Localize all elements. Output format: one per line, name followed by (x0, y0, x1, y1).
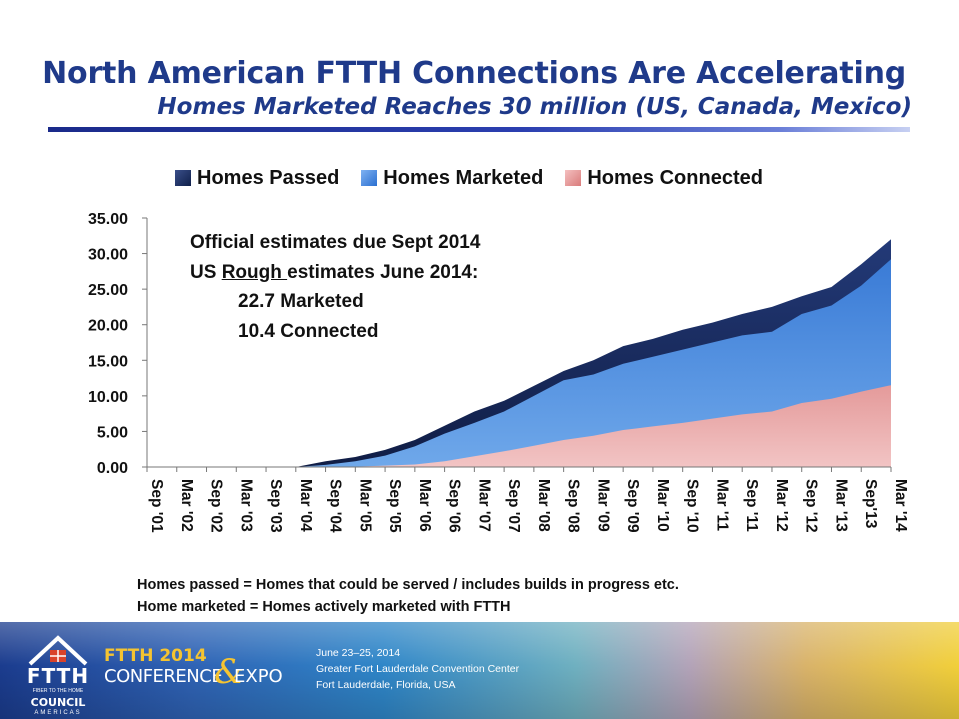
series-area-homes-marketed (147, 259, 891, 467)
x-tick-label: Mar '09 (594, 479, 611, 532)
legend-swatch-homes-passed (175, 170, 191, 186)
annotation-line-2-prefix: US (190, 262, 222, 283)
footnote-homes-marketed: Home marketed = Homes actively marketed … (137, 599, 511, 615)
x-tick-label: Sep '05 (386, 479, 403, 533)
annotation-connected: 10.4 Connected (238, 321, 379, 342)
x-tick-label: Sep '04 (327, 479, 344, 533)
x-tick-label: Sep '01 (148, 479, 165, 533)
logo-tagline: FIBER TO THE HOME (32, 688, 84, 694)
annotation-line-2-suffix: estimates June 2014: (287, 262, 479, 283)
logo-ftth-text: FTTH (26, 664, 90, 688)
event-date: June 23–25, 2014 (316, 647, 401, 659)
legend-item-homes-marketed: Homes Marketed (361, 165, 543, 191)
footnote-homes-passed: Homes passed = Homes that could be serve… (137, 577, 679, 593)
legend-item-homes-passed: Homes Passed (175, 165, 339, 191)
legend-label-homes-passed: Homes Passed (197, 166, 340, 189)
x-tick-label: Mar '08 (535, 479, 552, 532)
logo-region-text: AMERICAS (34, 710, 82, 716)
slide-subtitle: Homes Marketed Reaches 30 million (US, C… (157, 94, 912, 120)
y-tick-label: 25.00 (88, 282, 128, 299)
slide-title: North American FTTH Connections Are Acce… (42, 56, 906, 91)
logo-council-text: COUNCIL (30, 696, 86, 709)
y-tick-label: 20.00 (88, 318, 128, 335)
legend-swatch-homes-connected (565, 170, 582, 186)
y-tick-label: 35.00 (88, 211, 128, 228)
x-tick-label: Sep'13 (862, 479, 879, 529)
event-venue: Greater Fort Lauderdale Convention Cente… (316, 663, 520, 675)
title-underline-rule (48, 127, 910, 132)
y-tick-label: 5.00 (97, 424, 128, 441)
x-tick-label: Mar '02 (178, 479, 195, 532)
conference-ampersand: & (214, 652, 245, 692)
y-tick-label: 10.00 (88, 389, 128, 406)
annotation-line-1: Official estimates due Sept 2014 (190, 232, 481, 253)
legend-swatch-homes-marketed (361, 170, 378, 186)
x-tick-label: Sep '09 (624, 479, 641, 533)
series-area-homes-connected (147, 385, 891, 467)
event-city: Fort Lauderdale, Florida, USA (316, 679, 456, 691)
y-tick-label: 0.00 (97, 460, 128, 477)
x-tick-label: Mar '07 (475, 479, 492, 532)
annotation-line-2: US Rough estimates June 2014: (190, 262, 478, 284)
banner-sheen (0, 622, 959, 719)
x-tick-label: Mar '12 (773, 479, 790, 532)
x-axis-ticks: Sep '01 Mar '02 Sep '02 Mar '03 Sep '03 Mar '… (146, 467, 909, 533)
x-tick-label: Sep '03 (267, 479, 284, 533)
legend-label-homes-marketed: Homes Marketed (383, 166, 544, 189)
chart-areas (147, 239, 891, 467)
y-tick-label: 15.00 (88, 353, 128, 370)
x-tick-label: Sep '11 (743, 479, 760, 532)
conference-expo: EXPO (234, 666, 283, 687)
conference-banner: FTTH FIBER TO THE HOME COUNCIL AMERICAS … (0, 622, 959, 719)
y-tick-label: 30.00 (88, 247, 128, 264)
x-tick-label: Sep '12 (803, 479, 820, 533)
legend-label-homes-connected: Homes Connected (587, 166, 763, 189)
x-tick-label: Sep '10 (684, 479, 701, 533)
x-tick-label: Mar '11 (713, 479, 730, 531)
chart-legend: Homes Passed Homes Marketed Homes Connec… (175, 165, 763, 191)
x-tick-label: Mar '14 (892, 479, 909, 532)
area-chart: 35.00 30.00 25.00 20.00 15.00 10.00 5.00 0.00 S… (88, 211, 909, 533)
annotation-marketed: 22.7 Marketed (238, 291, 364, 312)
chart-axes (146, 218, 891, 468)
conference-word: CONFERENCE (104, 666, 223, 687)
house-roof-icon (28, 635, 88, 666)
y-axis-ticks: 35.00 30.00 25.00 20.00 15.00 10.00 5.00 0.00 (88, 211, 147, 477)
x-tick-label: Mar '10 (654, 479, 671, 532)
x-tick-label: Mar '13 (832, 479, 849, 532)
x-tick-label: Mar '03 (237, 479, 254, 532)
legend-item-homes-connected: Homes Connected (565, 165, 763, 191)
ftth-council-logo: FTTH FIBER TO THE HOME COUNCIL AMERICAS (22, 634, 92, 716)
x-tick-label: Sep '06 (446, 479, 463, 533)
x-tick-label: Sep '07 (505, 479, 522, 533)
x-tick-label: Sep '02 (208, 479, 225, 533)
x-tick-label: Mar '06 (416, 479, 433, 532)
x-tick-label: Mar '05 (356, 479, 373, 532)
x-tick-label: Mar '04 (297, 479, 314, 532)
annotation-line-2-underlined: Rough (221, 262, 288, 283)
conference-year: FTTH 2014 (104, 646, 207, 666)
x-tick-label: Sep '08 (565, 479, 582, 533)
